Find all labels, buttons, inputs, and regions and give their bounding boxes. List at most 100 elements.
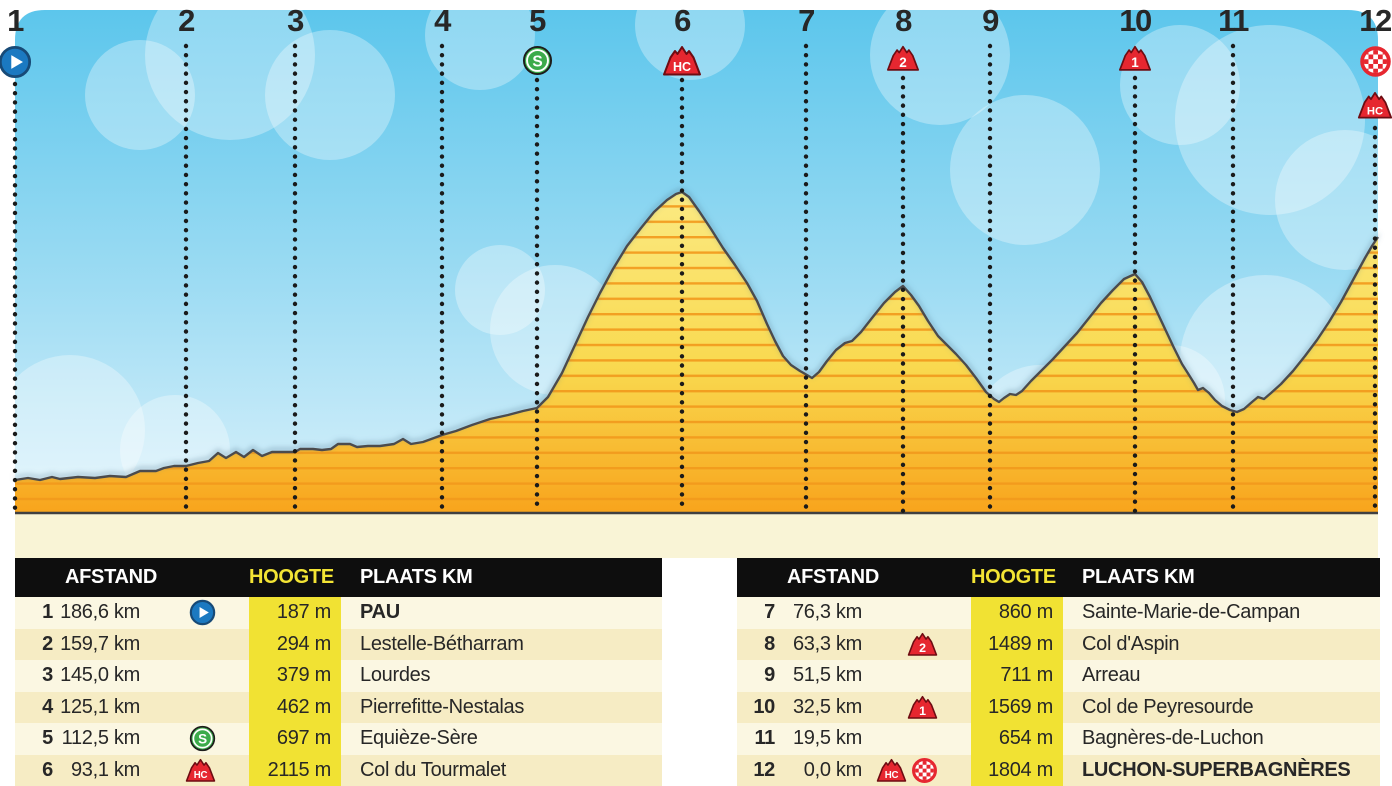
row-icons	[862, 597, 971, 629]
place-name: LUCHON-SUPERBAGNÈRES	[1082, 758, 1351, 781]
finish-icon	[912, 757, 937, 783]
profile-ridge-line	[14, 190, 1379, 482]
waypoint-number-3: 3	[287, 3, 304, 38]
row-icons	[140, 597, 249, 629]
elevation-value: 187 m	[249, 597, 341, 629]
svg-text:S: S	[198, 732, 207, 747]
waypoint-number-4: 4	[434, 3, 451, 38]
row-icons: HC	[140, 755, 249, 786]
mountain-profile	[14, 190, 1379, 515]
table-header: AFSTAND HOOGTE PLAATS KM	[737, 558, 1380, 597]
start-icon	[0, 45, 32, 79]
svg-text:HC: HC	[194, 770, 208, 781]
distance-value: 76,3 km	[792, 601, 862, 624]
sky-background	[15, 10, 1378, 513]
svg-text:HC: HC	[885, 770, 899, 781]
column-header-afstand: AFSTAND	[65, 566, 157, 588]
hors-categorie-climb-icon: HC	[663, 46, 701, 76]
svg-text:HC: HC	[1367, 106, 1383, 118]
hors-categorie-climb-icon: HC	[1357, 92, 1392, 119]
hors-categorie-climb-icon: HC	[876, 758, 907, 782]
waypoint-number: 12	[753, 758, 775, 781]
table-row-9: 9 51,5 km 711 m Arreau	[737, 660, 1380, 692]
elevation-value: 1489 m	[971, 628, 1063, 660]
category-1-climb-icon: 1	[907, 695, 938, 719]
place-name: Col de Peyresourde	[1082, 695, 1254, 718]
category-1-climb-icon: 1	[1118, 45, 1152, 71]
waypoint-number: 9	[764, 664, 775, 687]
svg-text:2: 2	[899, 55, 907, 70]
row-icons: 1	[862, 692, 971, 724]
table-row-6: 6 93,1 km HC 2115 m Col du Tourmalet	[15, 754, 662, 786]
svg-text:HC: HC	[673, 60, 691, 74]
distance-value: 112,5 km	[61, 727, 141, 750]
hors-categorie-climb-icon: HC	[185, 758, 216, 782]
distance-value: 0,0 km	[803, 758, 863, 781]
table-row-1: 1 186,6 km 187 m PAU	[15, 597, 662, 629]
cat2-icon-slot: 2	[907, 632, 938, 657]
distance-value: 32,5 km	[792, 695, 862, 718]
waypoint-number-2: 2	[178, 3, 195, 38]
start-icon-slot	[189, 599, 216, 626]
row-icons: 2	[862, 629, 971, 661]
waypoint-number-8: 8	[895, 3, 912, 38]
row-icons	[140, 629, 249, 661]
place-name: Pierrefitte-Nestalas	[360, 695, 525, 718]
hc-icon-slot: HC	[876, 758, 907, 783]
elevation-value: 1804 m	[971, 754, 1063, 786]
waypoint-number: 3	[42, 664, 53, 687]
table-row-10: 10 32,5 km 1 1569 m Col de Peyresourde	[737, 691, 1380, 724]
waypoint-number-6: 6	[674, 3, 691, 38]
row-icons	[140, 660, 249, 692]
table-row-12: 12 0,0 km HC 1804 m LUCHON-SUPERBAGNÈRES	[737, 754, 1380, 786]
waypoint-number-11: 11	[1218, 3, 1249, 38]
elevation-value: 711 m	[971, 660, 1063, 692]
place-name: PAU	[360, 601, 400, 624]
table-row-8: 8 63,3 km 2 1489 m Col d'Aspin	[737, 628, 1380, 661]
distance-value: 63,3 km	[792, 632, 862, 655]
column-header-plaats: PLAATS KM	[360, 566, 473, 588]
elevation-value: 1569 m	[971, 691, 1063, 723]
place-name: Sainte-Marie-de-Campan	[1082, 601, 1300, 624]
distance-value: 159,7 km	[60, 632, 140, 655]
waypoint-number-12: 12	[1359, 3, 1392, 38]
waypoint-number: 4	[42, 695, 53, 718]
place-name: Bagnères-de-Luchon	[1082, 727, 1264, 750]
table-row-11: 11 19,5 km 654 m Bagnères-de-Luchon	[737, 723, 1380, 755]
finish-icon	[1359, 46, 1391, 77]
waypoint-number: 5	[42, 727, 53, 750]
svg-text:S: S	[532, 53, 542, 70]
waypoint-number-1: 1	[7, 3, 24, 38]
place-name: Col du Tourmalet	[360, 758, 507, 781]
waypoint-number: 1	[42, 601, 53, 624]
table-row-4: 4 125,1 km 462 m Pierrefitte-Nestalas	[15, 691, 662, 723]
row-icons: HC	[862, 755, 971, 786]
svg-text:1: 1	[919, 704, 926, 718]
table-row-2: 2 159,7 km 294 m Lestelle-Bétharram	[15, 628, 662, 661]
waypoint-number-7: 7	[798, 3, 815, 38]
row-icons: S	[140, 723, 249, 755]
column-header-plaats: PLAATS KM	[1082, 566, 1195, 588]
row-icons	[862, 723, 971, 755]
elevation-value: 462 m	[249, 691, 341, 723]
waypoint-number-9: 9	[982, 3, 999, 38]
svg-text:2: 2	[919, 641, 926, 655]
category-2-climb-icon: 2	[886, 45, 920, 71]
elevation-profile-svg	[12, 10, 1379, 558]
start-icon	[189, 600, 216, 626]
sprint-icon: S	[189, 726, 216, 752]
waypoint-table-left: AFSTAND HOOGTE PLAATS KM 1 186,6 km 187 m…	[15, 558, 662, 786]
distance-value: 51,5 km	[792, 664, 862, 687]
waypoint-number: 2	[42, 632, 53, 655]
elevation-value: 294 m	[249, 628, 341, 660]
distance-value: 145,0 km	[60, 664, 140, 687]
hc-icon-slot: HC	[185, 758, 216, 783]
distance-value: 186,6 km	[60, 601, 140, 624]
elevation-value: 379 m	[249, 660, 341, 692]
waypoint-table-right: AFSTAND HOOGTE PLAATS KM 7 76,3 km 860 m Sa…	[737, 558, 1380, 786]
place-name: Col d'Aspin	[1082, 632, 1180, 655]
distance-value: 93,1 km	[70, 758, 140, 781]
place-name: Equièze-Sère	[360, 727, 478, 750]
